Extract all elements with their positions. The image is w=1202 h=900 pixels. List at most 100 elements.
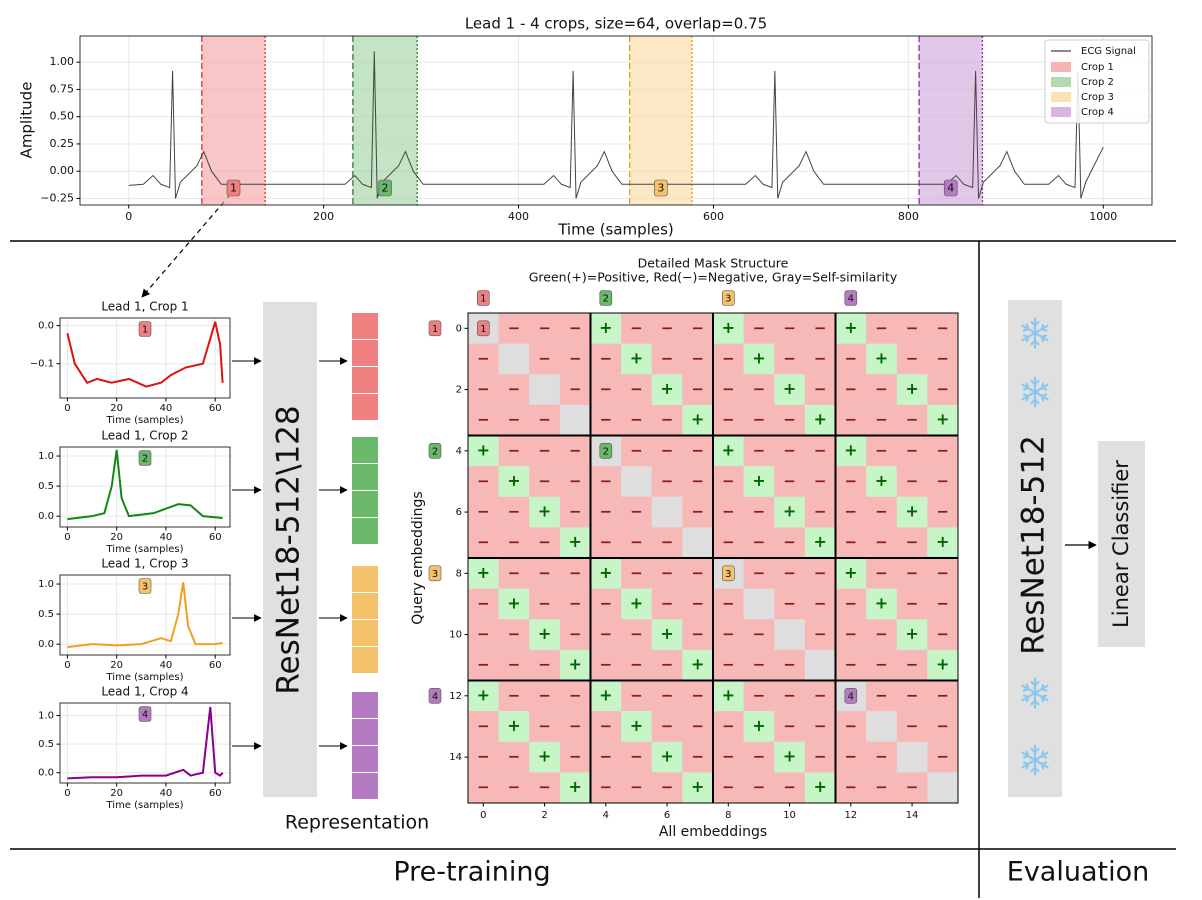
mask-cell <box>621 404 653 436</box>
mask-cell <box>682 343 714 375</box>
mask-cell <box>896 404 928 436</box>
badge <box>428 565 442 582</box>
badge <box>138 706 152 722</box>
mask-symbol: + <box>630 716 643 735</box>
mask-cell <box>896 741 928 773</box>
mask-cell <box>713 374 744 406</box>
y-tick-label: 6 <box>456 507 462 518</box>
mask-symbol: − <box>477 594 490 612</box>
mask-symbol: − <box>661 594 674 612</box>
mask-cell <box>651 649 683 681</box>
mask-symbol: − <box>630 503 643 521</box>
mask-symbol: + <box>477 440 490 459</box>
mask-symbol: − <box>569 503 582 521</box>
mask-symbol: − <box>814 319 827 337</box>
mask-cell <box>896 343 928 375</box>
mask-cell <box>866 619 898 651</box>
legend-swatch <box>1051 107 1071 117</box>
mask-cell <box>866 404 898 436</box>
representation-cell <box>352 367 378 393</box>
mask-symbol: − <box>722 533 735 551</box>
badge-label: 4 <box>947 182 954 195</box>
mask-symbol: − <box>814 686 827 704</box>
badge-label: 3 <box>657 182 664 195</box>
mask-symbol: − <box>569 564 582 582</box>
mask-cell <box>866 374 898 406</box>
y-tick-label: 0.50 <box>50 110 75 123</box>
mask-symbol: − <box>722 656 735 674</box>
badge-label: 2 <box>382 182 389 195</box>
badge <box>599 290 613 306</box>
mask-symbol: + <box>844 563 857 582</box>
mask-symbol: − <box>600 594 613 612</box>
mask-symbol: + <box>783 747 796 766</box>
mask-cell <box>866 343 898 375</box>
mask-symbol: − <box>783 564 796 582</box>
mask-cell <box>621 466 653 498</box>
mask-symbol: + <box>936 655 949 674</box>
x-tick-label: 20 <box>110 788 123 799</box>
mask-cell <box>927 588 959 620</box>
mask-symbol: − <box>753 686 766 704</box>
mask-symbol: + <box>844 318 857 337</box>
mask-symbol: + <box>538 502 551 521</box>
mask-symbol: + <box>538 624 551 643</box>
representation-cell <box>352 593 378 619</box>
mask-cell <box>896 435 928 467</box>
x-tick-label: 40 <box>160 403 173 414</box>
mask-symbol: + <box>722 685 735 704</box>
mask-symbol: − <box>722 748 735 766</box>
x-axis-label: Time (samples) <box>557 221 674 239</box>
mask-cell <box>651 313 683 344</box>
mask-cell <box>621 741 653 773</box>
y-tick-label: 12 <box>449 691 462 702</box>
badge <box>477 290 490 306</box>
mask-symbol: − <box>508 411 521 429</box>
x-tick-label: 800 <box>898 210 919 223</box>
mask-cell <box>590 527 622 559</box>
mask-symbol: − <box>936 748 949 766</box>
mask-symbol: − <box>814 748 827 766</box>
mask-cell <box>774 435 806 467</box>
mask-cell <box>713 619 744 651</box>
mask-cell <box>774 466 806 498</box>
mask-symbol: − <box>783 472 796 490</box>
mask-symbol: − <box>630 686 643 704</box>
mask-symbol: − <box>753 625 766 643</box>
mask-cell <box>559 435 591 467</box>
mask-symbol: + <box>691 777 704 796</box>
mask-symbol: − <box>661 686 674 704</box>
mask-symbol: − <box>477 380 490 398</box>
mask-symbol: − <box>753 656 766 674</box>
mask-symbol: + <box>691 410 704 429</box>
mask-symbol: + <box>783 379 796 398</box>
x-tick-label: 40 <box>160 532 173 543</box>
mask-symbol: − <box>845 349 858 367</box>
mask-cell <box>621 496 653 528</box>
matrix-subtitle: Green(+)=Positive, Red(−)=Negative, Gray… <box>529 270 898 285</box>
mask-symbol: − <box>538 686 551 704</box>
y-tick-label: 1.0 <box>38 451 54 462</box>
mask-cell <box>866 435 898 467</box>
mask-cell <box>498 711 530 743</box>
mask-cell <box>835 404 867 436</box>
mask-cell <box>529 527 561 559</box>
mask-cell <box>804 374 836 406</box>
mask-cell <box>896 558 928 589</box>
mask-symbol: − <box>538 472 551 490</box>
mask-cell <box>682 496 714 528</box>
mask-cell <box>682 527 714 559</box>
mask-symbol: − <box>753 748 766 766</box>
mask-cell <box>468 711 499 743</box>
mask-symbol: − <box>814 503 827 521</box>
representation-cell <box>352 518 378 544</box>
mask-symbol: − <box>753 411 766 429</box>
mask-cell <box>713 680 744 712</box>
mask-symbol: − <box>875 533 888 551</box>
badge-label: 1 <box>142 325 148 336</box>
badge-label: 4 <box>432 691 438 702</box>
mask-cell <box>498 435 530 467</box>
mask-symbol: − <box>722 778 735 796</box>
badge <box>226 179 241 197</box>
